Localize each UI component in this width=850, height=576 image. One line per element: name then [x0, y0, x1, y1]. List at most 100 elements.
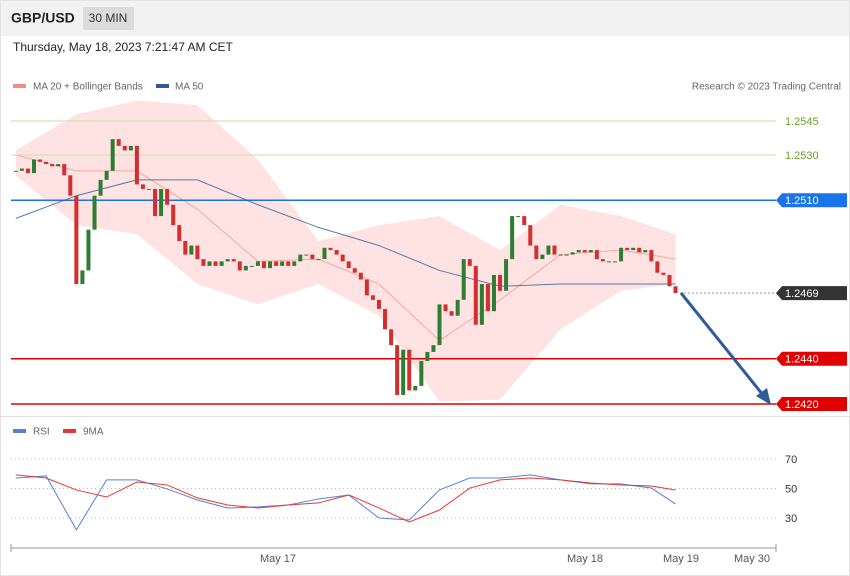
candle [625, 247, 630, 251]
indicator-line [15, 474, 676, 523]
candle [389, 329, 394, 346]
candle [92, 195, 97, 230]
candle [504, 259, 509, 291]
candle [576, 250, 581, 253]
candle [68, 175, 73, 196]
timeframe-button[interactable] [83, 7, 134, 30]
candle [619, 247, 624, 262]
y-tick-label: 50 [785, 483, 797, 495]
candle [255, 261, 260, 266]
x-tick-label: May 18 [567, 553, 603, 565]
candle [352, 268, 357, 273]
level-tag [776, 397, 847, 412]
candle [437, 304, 442, 346]
candle [364, 279, 369, 296]
candle [286, 261, 291, 266]
candle [473, 265, 478, 325]
credit: Research © 2023 Trading Central [692, 82, 841, 93]
candle [564, 254, 569, 256]
legend-swatch [156, 84, 169, 88]
candle [401, 349, 406, 395]
candle [516, 216, 521, 218]
y-tick-label: 30 [785, 513, 797, 525]
legend-label: RSI [33, 427, 50, 438]
candle [207, 261, 212, 266]
legend-label: 9MA [83, 427, 104, 438]
top-bar [0, 0, 850, 36]
symbol: GBP/USD [11, 10, 75, 26]
candle [171, 204, 176, 226]
candle [159, 188, 164, 217]
candle [177, 225, 182, 241]
candle [455, 299, 460, 316]
candle [376, 299, 381, 309]
candle [606, 261, 611, 263]
candle [528, 225, 533, 246]
candle [19, 168, 24, 171]
level-label: 1.2420 [785, 399, 819, 411]
candle [613, 261, 618, 263]
candle [431, 345, 436, 352]
candle [588, 250, 593, 253]
forecast-arrow [679, 292, 771, 405]
candle [346, 261, 351, 269]
candle [122, 145, 127, 151]
candle [38, 159, 43, 162]
candle [443, 304, 448, 312]
x-tick-label: May 30 [734, 553, 770, 565]
candle [643, 250, 648, 253]
candle [383, 308, 388, 330]
legend-swatch [13, 429, 26, 433]
candle [358, 272, 363, 280]
candle [183, 240, 188, 255]
candle [261, 261, 266, 269]
candle [673, 286, 678, 294]
candle [425, 351, 430, 361]
candle [50, 164, 55, 167]
x-tick-label: May 17 [260, 553, 296, 565]
level-label: 1.2440 [785, 354, 819, 366]
candle [407, 349, 412, 391]
candle [310, 254, 315, 260]
candle [62, 164, 67, 176]
candle [461, 259, 466, 300]
arrow-line [679, 292, 765, 396]
candle [80, 270, 85, 285]
candle [449, 311, 454, 316]
candle [128, 145, 133, 151]
candle [13, 170, 18, 172]
x-tick-label: May 19 [663, 553, 699, 565]
level-label: 1.2545 [785, 116, 819, 128]
candle [649, 250, 654, 262]
candle [322, 247, 327, 260]
candle [661, 272, 666, 275]
candle [189, 245, 194, 255]
level-label: 1.2510 [785, 195, 819, 207]
level-label: 1.2530 [785, 150, 819, 162]
legend-swatch [63, 429, 76, 433]
candle [522, 216, 527, 226]
legend-swatch [13, 84, 26, 88]
bollinger-fill [15, 100, 676, 402]
candle [140, 184, 145, 189]
candle [268, 261, 273, 269]
candle [552, 245, 557, 255]
candle [370, 295, 375, 300]
candle [98, 179, 103, 196]
candle [104, 170, 109, 180]
candle [213, 261, 218, 266]
candle [165, 188, 170, 205]
candle [540, 254, 545, 260]
candle [237, 261, 242, 271]
candle [510, 216, 515, 260]
candle [292, 261, 297, 266]
candle [201, 259, 206, 266]
candle [304, 254, 309, 256]
candle [243, 265, 248, 271]
candle [546, 245, 551, 255]
timeframe[interactable]: 30 MIN [89, 11, 128, 25]
candle [655, 261, 660, 273]
candle [479, 284, 484, 325]
